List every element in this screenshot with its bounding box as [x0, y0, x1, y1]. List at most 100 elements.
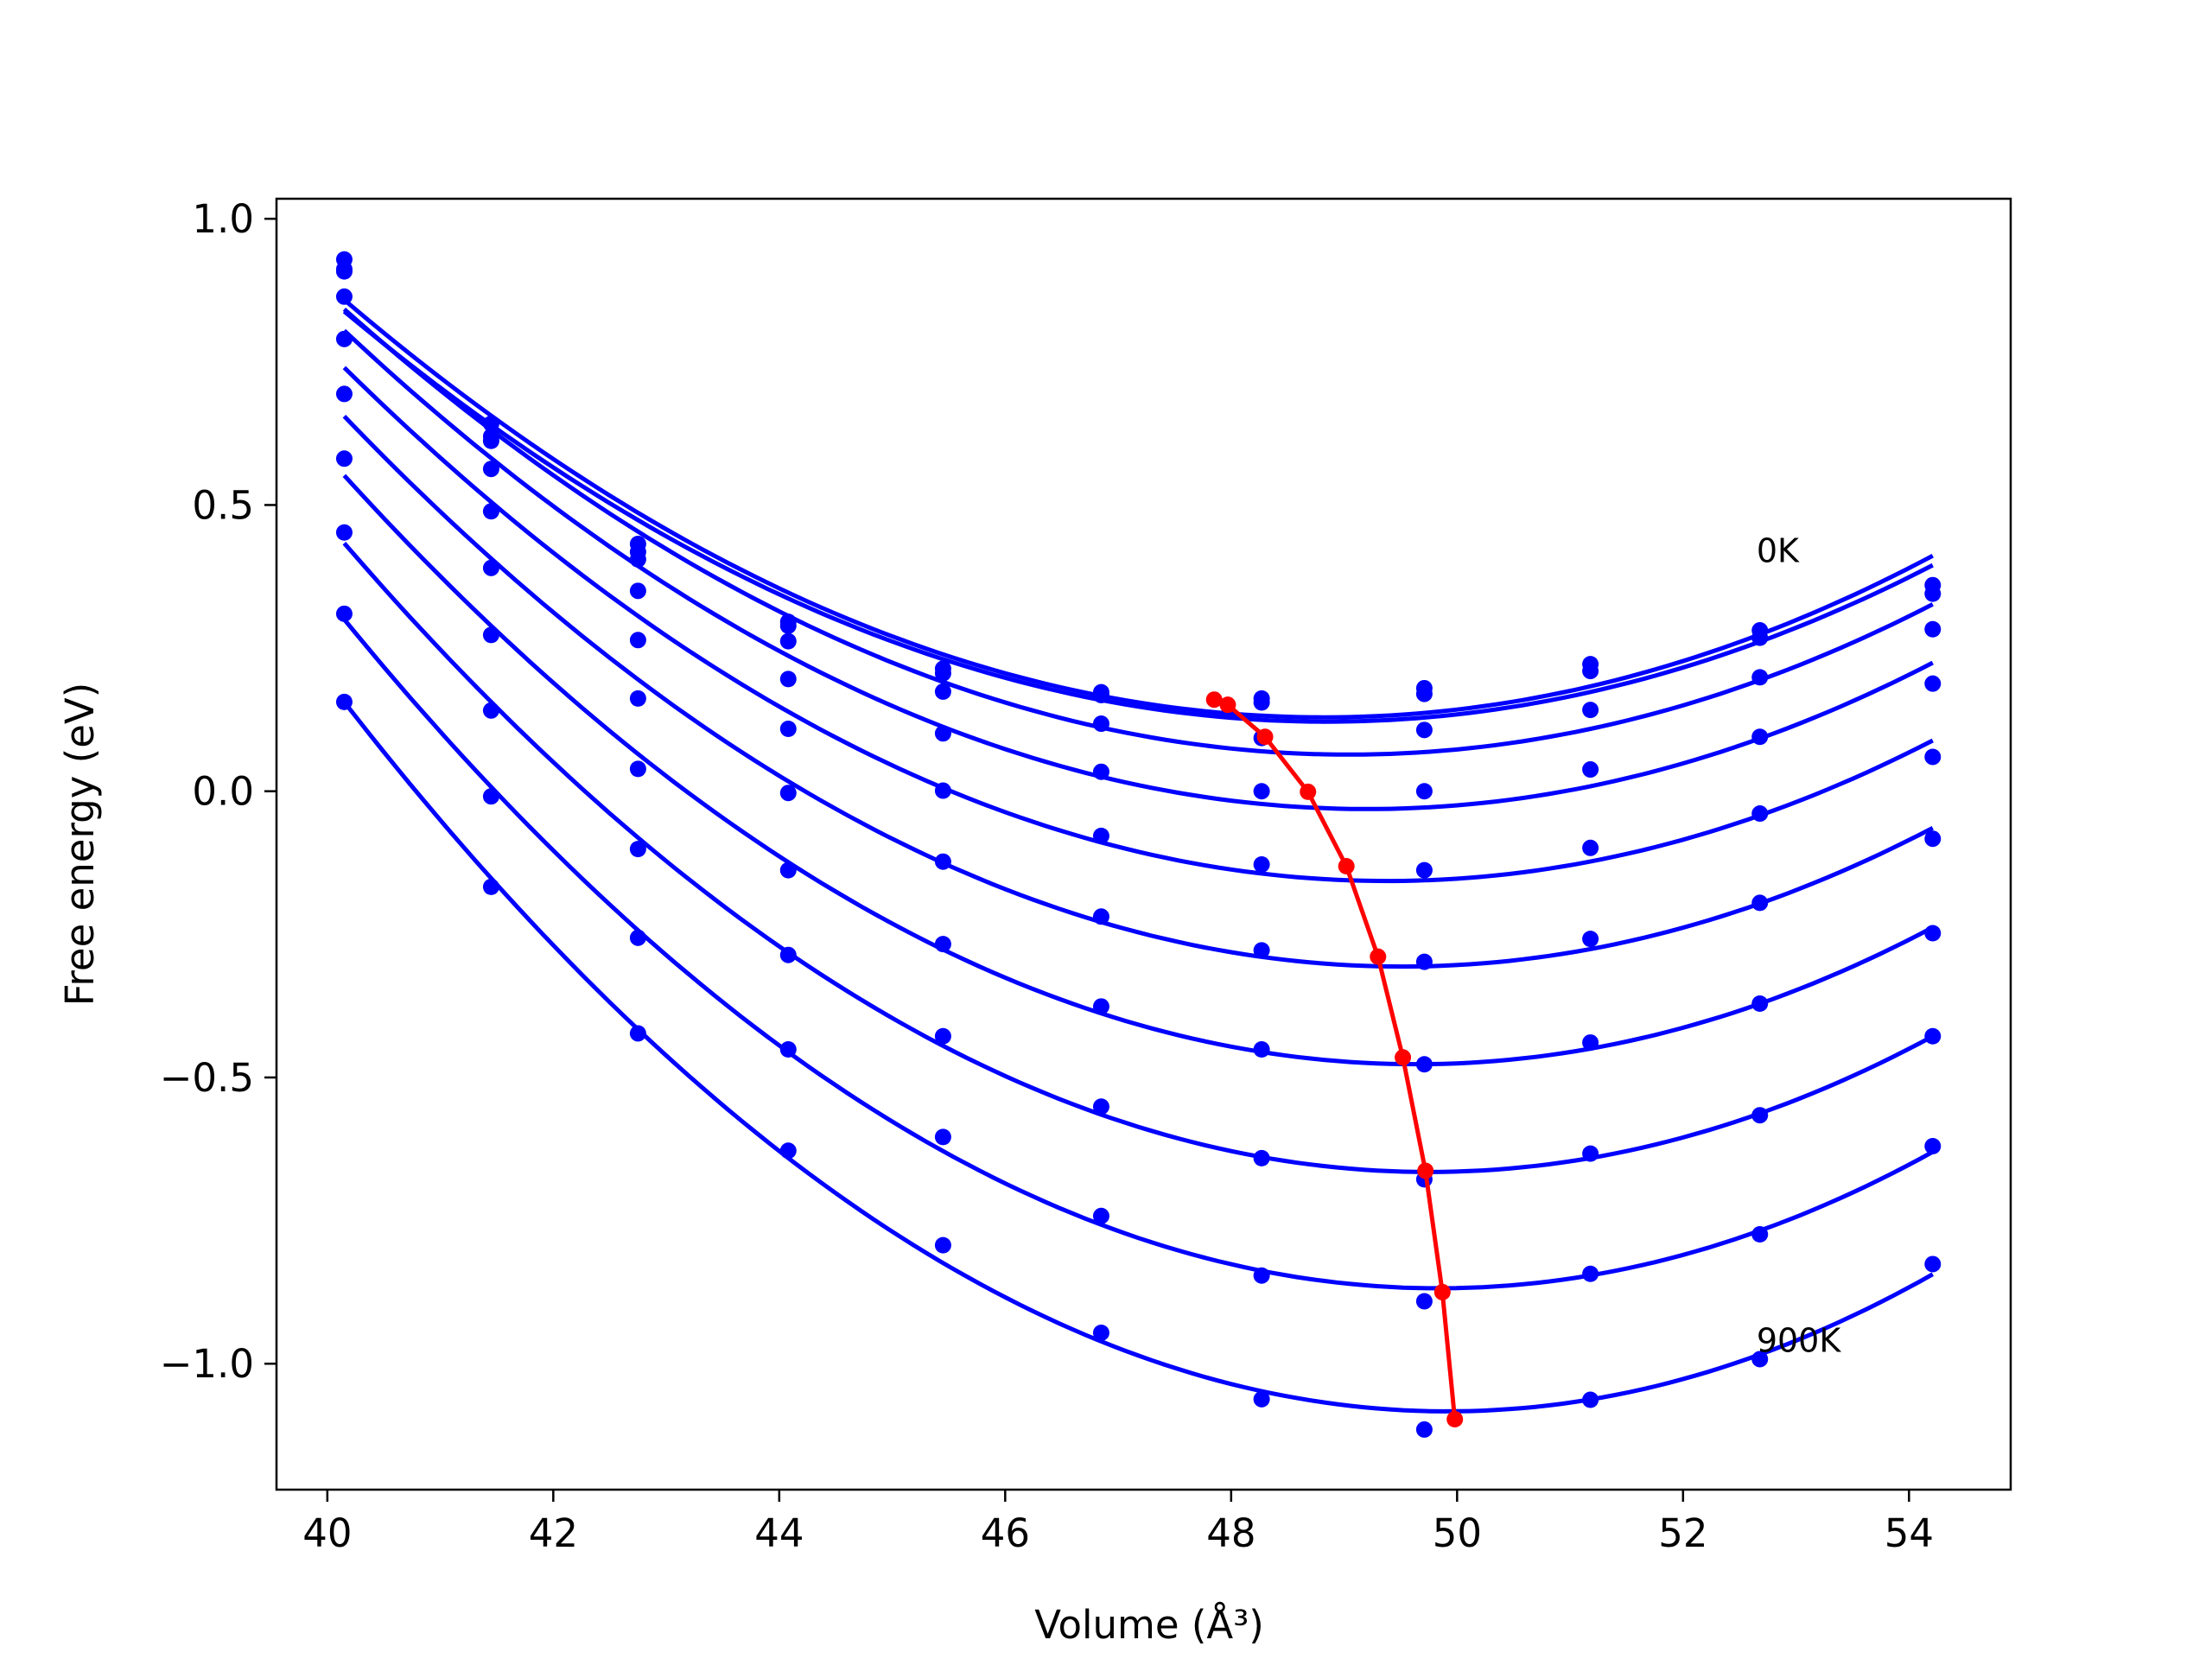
data-point — [779, 617, 797, 634]
data-point — [1415, 1056, 1433, 1073]
data-point — [335, 385, 353, 403]
data-point — [482, 432, 499, 449]
data-point — [779, 632, 797, 650]
data-point — [934, 725, 951, 742]
data-point — [335, 693, 353, 710]
data-point — [335, 524, 353, 541]
data-point — [1415, 783, 1433, 800]
data-point — [335, 450, 353, 467]
data-point — [779, 1142, 797, 1160]
data-point — [1582, 1145, 1599, 1162]
data-point — [1092, 686, 1109, 703]
data-point — [934, 1027, 951, 1045]
y-axis-label: Free energy (eV) — [57, 683, 103, 1006]
data-points — [335, 251, 1942, 1438]
data-point — [335, 605, 353, 622]
fit-curve-10 — [342, 700, 1935, 1414]
x-axis-label: Volume (Å³) — [1034, 1602, 1264, 1648]
data-point — [1924, 1137, 1942, 1154]
x-axis: 40 42 44 46 48 50 52 54 — [302, 1490, 1934, 1556]
data-point — [1253, 856, 1270, 874]
data-point — [1582, 931, 1599, 948]
fit-curve-9 — [342, 618, 1935, 1291]
x-tick-label: 54 — [1885, 1510, 1934, 1556]
data-point — [482, 878, 499, 895]
data-point — [482, 788, 499, 805]
data-point — [1582, 1265, 1599, 1282]
data-point — [934, 1128, 951, 1146]
fit-curve-8 — [342, 542, 1934, 1174]
data-point — [1751, 629, 1769, 646]
x-tick-label: 42 — [529, 1510, 578, 1556]
y-tick-label: −1.0 — [160, 1341, 254, 1387]
data-point — [629, 632, 646, 649]
data-point — [1582, 663, 1599, 680]
fit-curve-2 — [342, 309, 1934, 724]
data-point — [1092, 763, 1109, 780]
data-point — [779, 671, 797, 688]
fit-curve-7 — [342, 474, 1934, 1067]
data-point — [482, 415, 499, 432]
y-tick-label: 0.5 — [192, 482, 254, 528]
minimum-point — [1219, 696, 1236, 714]
data-point — [1582, 839, 1599, 856]
data-point — [1751, 728, 1769, 746]
data-point — [1751, 1351, 1769, 1368]
fit-curves — [342, 298, 1935, 1414]
data-point — [1415, 861, 1433, 879]
data-point — [482, 461, 499, 478]
y-tick-label: 0.0 — [192, 769, 254, 815]
data-point — [1924, 748, 1942, 766]
y-tick-label: 1.0 — [192, 196, 254, 242]
data-point — [1751, 669, 1769, 686]
x-tick-label: 40 — [302, 1510, 352, 1556]
data-point — [335, 263, 353, 280]
data-point — [629, 841, 646, 858]
minimum-point — [1300, 783, 1317, 800]
data-point — [482, 702, 499, 719]
data-point — [629, 1025, 646, 1042]
data-point — [1751, 894, 1769, 912]
data-point — [1253, 1390, 1270, 1408]
data-point — [1582, 702, 1599, 719]
annotation-label: 0K — [1757, 531, 1800, 569]
data-point — [1751, 995, 1769, 1013]
data-point — [1751, 1107, 1769, 1124]
fit-curve-6 — [342, 415, 1934, 969]
data-point — [1751, 805, 1769, 823]
data-point — [1253, 942, 1270, 959]
data-point — [1751, 1226, 1769, 1243]
data-point — [1924, 675, 1942, 692]
minimum-point — [1370, 948, 1387, 965]
data-point — [1582, 1391, 1599, 1408]
data-point — [934, 782, 951, 799]
data-point — [1415, 953, 1433, 970]
data-point — [629, 550, 646, 568]
minima-line — [1213, 697, 1458, 1420]
data-point — [1253, 694, 1270, 711]
data-point — [1582, 761, 1599, 779]
x-tick-label: 44 — [754, 1510, 804, 1556]
data-point — [1092, 1324, 1109, 1341]
data-point — [1092, 1207, 1109, 1224]
x-tick-label: 50 — [1433, 1510, 1482, 1556]
minimum-point — [1417, 1162, 1434, 1179]
data-point — [779, 785, 797, 802]
data-point — [779, 721, 797, 738]
data-point — [779, 1041, 797, 1058]
minimum-point — [1338, 858, 1355, 875]
data-point — [934, 664, 951, 682]
data-point — [629, 760, 646, 778]
x-tick-label: 46 — [981, 1510, 1030, 1556]
data-point — [1924, 1027, 1942, 1045]
data-point — [1253, 783, 1270, 800]
x-tick-label: 48 — [1206, 1510, 1255, 1556]
data-point — [335, 288, 353, 305]
data-point — [1092, 1098, 1109, 1116]
data-point — [1092, 908, 1109, 925]
minimum-point — [1433, 1283, 1451, 1300]
data-point — [1253, 1041, 1270, 1058]
annotations: 0K 900K — [1757, 531, 1842, 1359]
data-point — [482, 503, 499, 520]
